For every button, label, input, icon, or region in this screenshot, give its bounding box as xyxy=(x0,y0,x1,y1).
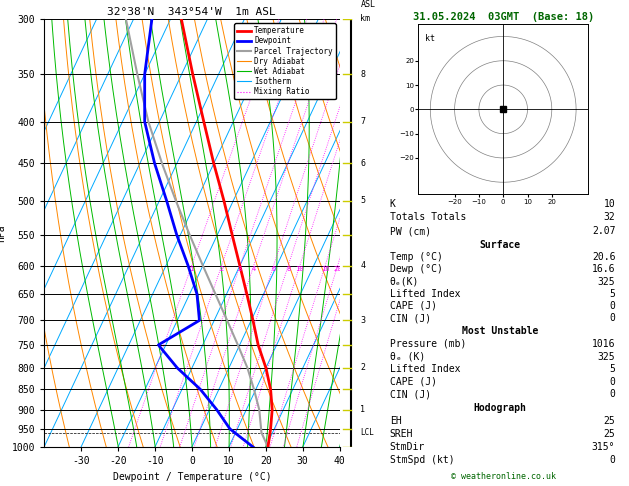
Text: 16: 16 xyxy=(321,266,330,272)
Text: 8: 8 xyxy=(286,266,290,272)
Text: 8: 8 xyxy=(360,69,365,79)
Text: 5: 5 xyxy=(610,364,615,374)
Text: 325: 325 xyxy=(598,277,615,287)
Text: LCL: LCL xyxy=(360,428,374,437)
Text: Lifted Index: Lifted Index xyxy=(390,289,460,299)
Text: PW (cm): PW (cm) xyxy=(390,226,431,236)
Text: 0: 0 xyxy=(610,301,615,311)
Text: © weatheronline.co.uk: © weatheronline.co.uk xyxy=(451,472,555,481)
Text: StmDir: StmDir xyxy=(390,442,425,452)
Text: 6: 6 xyxy=(271,266,276,272)
Text: 2.07: 2.07 xyxy=(592,226,615,236)
Text: 325: 325 xyxy=(598,351,615,362)
Text: 315°: 315° xyxy=(592,442,615,452)
X-axis label: Dewpoint / Temperature (°C): Dewpoint / Temperature (°C) xyxy=(113,472,271,482)
Text: 16.6: 16.6 xyxy=(592,264,615,275)
Text: 20: 20 xyxy=(333,266,342,272)
Text: CIN (J): CIN (J) xyxy=(390,389,431,399)
Text: CAPE (J): CAPE (J) xyxy=(390,301,437,311)
Text: 0: 0 xyxy=(610,377,615,387)
Y-axis label: hPa: hPa xyxy=(0,225,6,242)
Text: θₑ (K): θₑ (K) xyxy=(390,351,425,362)
Text: ASL: ASL xyxy=(360,0,376,9)
Text: θₑ(K): θₑ(K) xyxy=(390,277,419,287)
Text: Lifted Index: Lifted Index xyxy=(390,364,460,374)
Text: 7: 7 xyxy=(360,117,365,126)
Text: Totals Totals: Totals Totals xyxy=(390,212,466,223)
Text: 20.6: 20.6 xyxy=(592,252,615,262)
Text: EH: EH xyxy=(390,416,401,426)
Text: kt: kt xyxy=(425,35,435,43)
Text: 1: 1 xyxy=(360,405,365,414)
Text: Pressure (mb): Pressure (mb) xyxy=(390,339,466,349)
Text: 32: 32 xyxy=(604,212,615,223)
Title: 32°38'N  343°54'W  1m ASL: 32°38'N 343°54'W 1m ASL xyxy=(108,7,276,17)
Text: 25: 25 xyxy=(604,429,615,439)
Text: CIN (J): CIN (J) xyxy=(390,313,431,323)
Text: 2: 2 xyxy=(360,364,365,372)
Text: 3: 3 xyxy=(238,266,242,272)
Text: 5: 5 xyxy=(610,289,615,299)
Text: 2: 2 xyxy=(220,266,224,272)
Text: SREH: SREH xyxy=(390,429,413,439)
Text: CAPE (J): CAPE (J) xyxy=(390,377,437,387)
Text: 0: 0 xyxy=(610,313,615,323)
Text: 5: 5 xyxy=(360,196,365,206)
Text: 4: 4 xyxy=(360,261,365,270)
Text: 1: 1 xyxy=(189,266,194,272)
Text: Dewp (°C): Dewp (°C) xyxy=(390,264,443,275)
Legend: Temperature, Dewpoint, Parcel Trajectory, Dry Adiabat, Wet Adiabat, Isotherm, Mi: Temperature, Dewpoint, Parcel Trajectory… xyxy=(234,23,336,99)
Text: Most Unstable: Most Unstable xyxy=(462,327,538,336)
Text: 4: 4 xyxy=(252,266,256,272)
Text: km: km xyxy=(360,14,370,23)
Text: 25: 25 xyxy=(604,416,615,426)
Text: 0: 0 xyxy=(610,455,615,466)
Text: 0: 0 xyxy=(610,389,615,399)
Text: 10: 10 xyxy=(604,199,615,208)
Text: 10: 10 xyxy=(296,266,304,272)
Text: 1016: 1016 xyxy=(592,339,615,349)
Text: Surface: Surface xyxy=(479,240,521,250)
Text: Temp (°C): Temp (°C) xyxy=(390,252,443,262)
Text: 6: 6 xyxy=(360,159,365,168)
Text: 3: 3 xyxy=(360,316,365,325)
Text: StmSpd (kt): StmSpd (kt) xyxy=(390,455,454,466)
Text: Hodograph: Hodograph xyxy=(474,403,526,413)
Text: 31.05.2024  03GMT  (Base: 18): 31.05.2024 03GMT (Base: 18) xyxy=(413,12,594,22)
Text: K: K xyxy=(390,199,396,208)
